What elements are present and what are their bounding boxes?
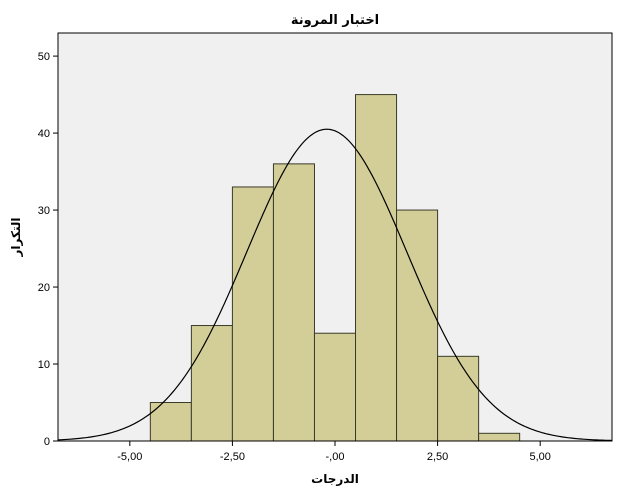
histogram-bar-6 [355, 94, 398, 442]
y-tick-label: 40 [38, 128, 50, 140]
bars-group [149, 94, 521, 442]
x-tick-label: -5,00 [117, 451, 142, 463]
x-axis-label: الدرجات [311, 472, 359, 486]
y-tick-label: 50 [38, 51, 50, 63]
histogram-bar-9 [478, 432, 521, 442]
x-tick-label: -2,50 [220, 451, 245, 463]
histogram-bar-3 [231, 186, 274, 442]
y-tick-label: 20 [38, 282, 50, 294]
histogram-bar-1 [149, 402, 192, 442]
x-tick-label: 5,00 [529, 451, 550, 463]
histogram-bar-5 [313, 332, 357, 442]
histogram-bar-8 [437, 355, 480, 442]
histogram-bar-7 [396, 209, 439, 442]
histogram-bar-4 [272, 163, 315, 442]
y-tick-label: 0 [44, 436, 50, 448]
y-axis-label: التكرار [9, 218, 23, 258]
axes-group: 0 10 20 30 40 50 -5,00 -2,50 -,00 2,50 5,00 [38, 33, 612, 463]
x-tick-label: 2,50 [427, 451, 448, 463]
histogram-bar-2 [190, 325, 233, 442]
x-tick-label: -,00 [326, 451, 345, 463]
normal-curve [57, 128, 613, 442]
chart-title: اختبار المرونة [291, 13, 379, 28]
y-tick-label: 30 [38, 205, 50, 217]
y-tick-label: 10 [38, 359, 50, 371]
